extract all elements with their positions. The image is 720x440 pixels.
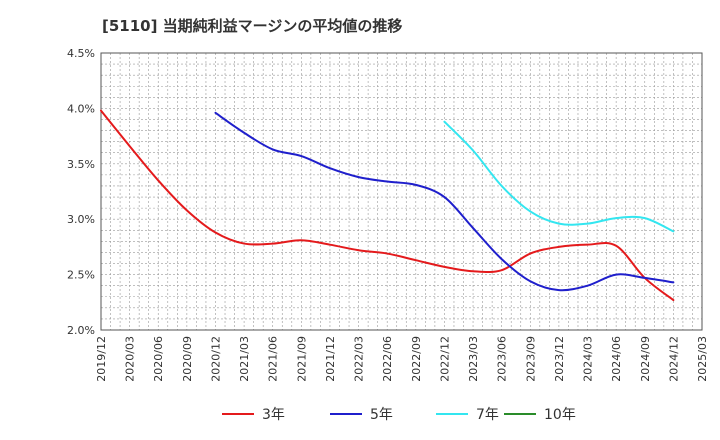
x-tick-label: 2019/12 xyxy=(95,336,108,382)
series-layer xyxy=(100,109,675,302)
legend-label-10年: 10年 xyxy=(544,407,576,423)
y-axis: 2.0% 2.5% 3.0% 3.5% 4.0% 4.5% xyxy=(67,47,95,337)
x-tick-label: 2024/09 xyxy=(639,336,652,382)
series-line-5年 xyxy=(214,111,675,292)
x-tick-label: 2022/09 xyxy=(410,336,423,382)
x-tick-label: 2020/03 xyxy=(124,336,137,382)
x-tick-label: 2021/12 xyxy=(324,336,337,382)
x-tick-label: 2022/06 xyxy=(381,336,394,382)
legend-label-7年: 7年 xyxy=(476,407,499,423)
y-tick-label: 4.0% xyxy=(67,102,95,115)
series-line-3年 xyxy=(100,109,675,302)
x-tick-label: 2020/09 xyxy=(181,336,194,382)
x-tick-label: 2021/09 xyxy=(295,336,308,382)
x-tick-label: 2022/03 xyxy=(353,336,366,382)
x-tick-label: 2024/06 xyxy=(610,336,623,382)
legend-label-3年: 3年 xyxy=(262,407,285,423)
x-tick-label: 2021/03 xyxy=(238,336,251,382)
x-tick-label: 2024/12 xyxy=(667,336,680,382)
legend-label-5年: 5年 xyxy=(370,407,393,423)
x-tick-label: 2025/03 xyxy=(696,336,709,382)
y-tick-label: 2.0% xyxy=(67,324,95,337)
y-tick-label: 2.5% xyxy=(67,269,95,282)
y-tick-label: 3.0% xyxy=(67,213,95,226)
y-tick-label: 4.5% xyxy=(67,47,95,60)
x-tick-label: 2020/12 xyxy=(209,336,222,382)
x-tick-label: 2023/03 xyxy=(467,336,480,382)
x-tick-label: 2022/12 xyxy=(438,336,451,382)
grid xyxy=(101,53,702,330)
x-tick-label: 2023/12 xyxy=(553,336,566,382)
chart-title: [5110] 当期純利益マージンの平均値の推移 xyxy=(102,17,402,35)
x-tick-label: 2020/06 xyxy=(152,336,165,382)
series-line-7年 xyxy=(443,120,675,233)
x-tick-label: 2023/09 xyxy=(524,336,537,382)
x-tick-label: 2024/03 xyxy=(582,336,595,382)
x-tick-label: 2021/06 xyxy=(267,336,280,382)
legend: 3年 5年 7年 10年 xyxy=(222,407,576,423)
plot-frame xyxy=(100,52,703,331)
x-axis: 2019/12 2020/03 2020/06 2020/09 2020/12 2021/… xyxy=(95,336,709,382)
x-tick-label: 2023/06 xyxy=(496,336,509,382)
y-tick-label: 3.5% xyxy=(67,158,95,171)
